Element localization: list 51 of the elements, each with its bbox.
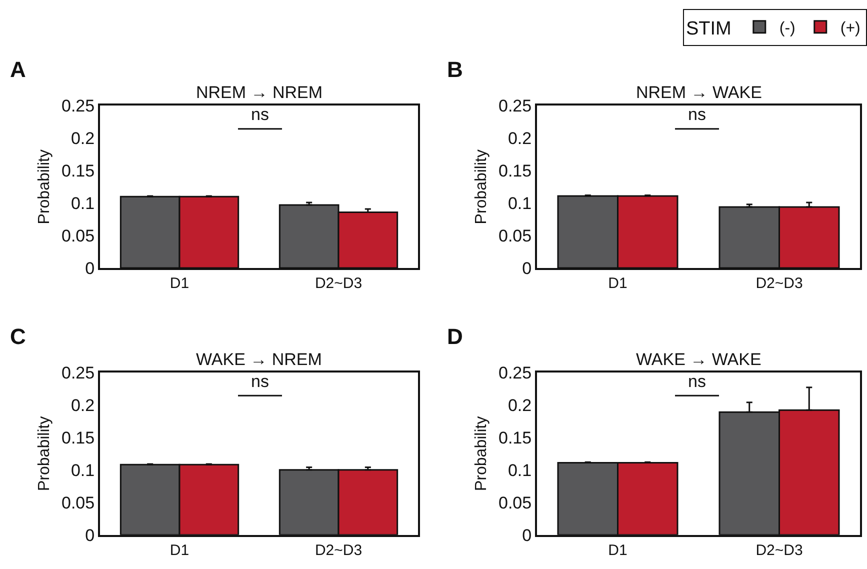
text: A: [10, 57, 26, 82]
y-tick-label: 0: [522, 526, 532, 545]
legend-label: (-): [779, 20, 796, 38]
y-tick-label: 0.2: [70, 129, 95, 148]
text: D: [447, 324, 463, 349]
chart-title: WAKE → NREM: [196, 350, 322, 369]
y-axis-title: Probability: [472, 416, 490, 491]
y-axis-title: Probability: [36, 150, 53, 224]
y-axis-title: Probability: [472, 150, 490, 224]
y-tick-label: 0.15: [62, 428, 95, 448]
y-tick-label: 0.15: [498, 428, 532, 448]
y-tick-label: 0.2: [70, 396, 95, 415]
y-tick-label: 0.25: [498, 96, 532, 116]
y-tick-label: 0: [85, 259, 95, 278]
chart-title: NREM → WAKE: [636, 83, 762, 102]
y-tick-label: 0.1: [70, 460, 95, 480]
x-tick-label: D2~D3: [756, 275, 803, 292]
y-tick-label: 0.05: [62, 493, 95, 512]
x-tick-label: D1: [170, 542, 190, 559]
x-tick-label: D2~D3: [314, 275, 362, 292]
text: B: [447, 57, 463, 82]
y-tick-label: 0.25: [62, 363, 95, 382]
y-tick-label: 0: [522, 259, 532, 278]
y-tick-label: 0.1: [508, 194, 532, 214]
y-tick-label: 0.2: [508, 396, 532, 415]
y-tick-label: 0.15: [62, 162, 95, 181]
annotation: ns: [251, 105, 269, 124]
x-tick-label: D1: [608, 542, 628, 559]
text: C: [10, 324, 26, 349]
chart-title: WAKE → WAKE: [636, 350, 762, 369]
y-tick-label: 0.2: [508, 129, 532, 148]
y-axis-title: Probability: [36, 416, 53, 491]
annotation: ns: [251, 372, 269, 391]
x-tick-label: D2~D3: [314, 542, 362, 559]
y-tick-label: 0: [85, 526, 95, 545]
annotation: ns: [688, 372, 706, 391]
x-tick-label: D1: [608, 275, 628, 292]
y-tick-label: 0.25: [62, 96, 95, 116]
x-tick-label: D1: [170, 275, 190, 292]
y-tick-label: 0.05: [498, 226, 532, 246]
x-tick-label: D2~D3: [756, 542, 803, 559]
legend-label: (+): [840, 20, 860, 38]
chart-title: NREM → NREM: [196, 83, 323, 102]
y-tick-label: 0.25: [498, 363, 532, 382]
y-tick-label: 0.05: [62, 226, 95, 246]
y-tick-label: 0.15: [498, 162, 532, 181]
legend-title: STIM: [686, 18, 732, 40]
y-tick-label: 0.1: [508, 460, 532, 480]
y-tick-label: 0.1: [70, 194, 95, 214]
annotation: ns: [688, 105, 706, 124]
y-tick-label: 0.05: [498, 493, 532, 512]
